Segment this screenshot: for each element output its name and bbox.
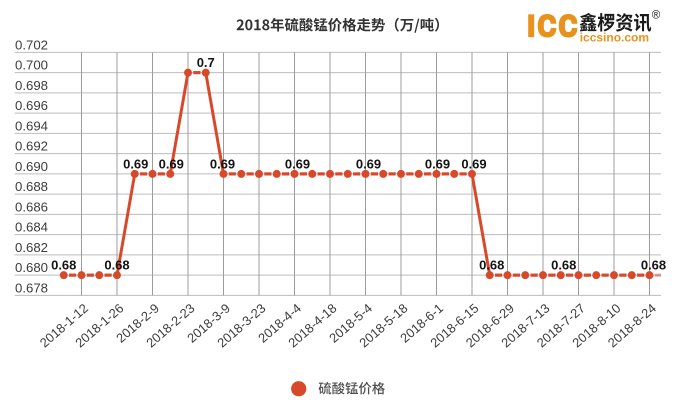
svg-text:iccsino.com: iccsino.com — [580, 31, 649, 45]
svg-text:0.69: 0.69 — [356, 156, 381, 171]
svg-text:0.694: 0.694 — [15, 118, 48, 133]
svg-text:0.69: 0.69 — [461, 156, 486, 171]
svg-text:0.68: 0.68 — [51, 258, 76, 273]
svg-text:0.686: 0.686 — [15, 199, 48, 214]
svg-text:0.68: 0.68 — [479, 258, 504, 273]
svg-text:0.68: 0.68 — [104, 258, 129, 273]
svg-text:0.7: 0.7 — [197, 55, 215, 70]
svg-text:0.68: 0.68 — [551, 258, 576, 273]
svg-text:0.678: 0.678 — [15, 280, 48, 295]
svg-text:0.702: 0.702 — [15, 37, 48, 52]
svg-text:®: ® — [652, 10, 661, 22]
svg-text:0.688: 0.688 — [15, 179, 48, 194]
svg-text:0.68: 0.68 — [641, 258, 666, 273]
svg-text:0.692: 0.692 — [15, 139, 48, 154]
svg-text:0.680: 0.680 — [15, 260, 48, 275]
svg-text:0.69: 0.69 — [210, 156, 235, 171]
svg-text:0.698: 0.698 — [15, 78, 48, 93]
svg-text:0.690: 0.690 — [15, 159, 48, 174]
svg-text:0.69: 0.69 — [285, 156, 310, 171]
svg-text:0.700: 0.700 — [15, 58, 48, 73]
svg-text:0.696: 0.696 — [15, 98, 48, 113]
svg-text:0.69: 0.69 — [159, 156, 184, 171]
svg-text:0.682: 0.682 — [15, 240, 48, 255]
svg-text:0.69: 0.69 — [425, 156, 450, 171]
svg-text:0.69: 0.69 — [123, 156, 148, 171]
svg-text:0.684: 0.684 — [15, 220, 48, 235]
